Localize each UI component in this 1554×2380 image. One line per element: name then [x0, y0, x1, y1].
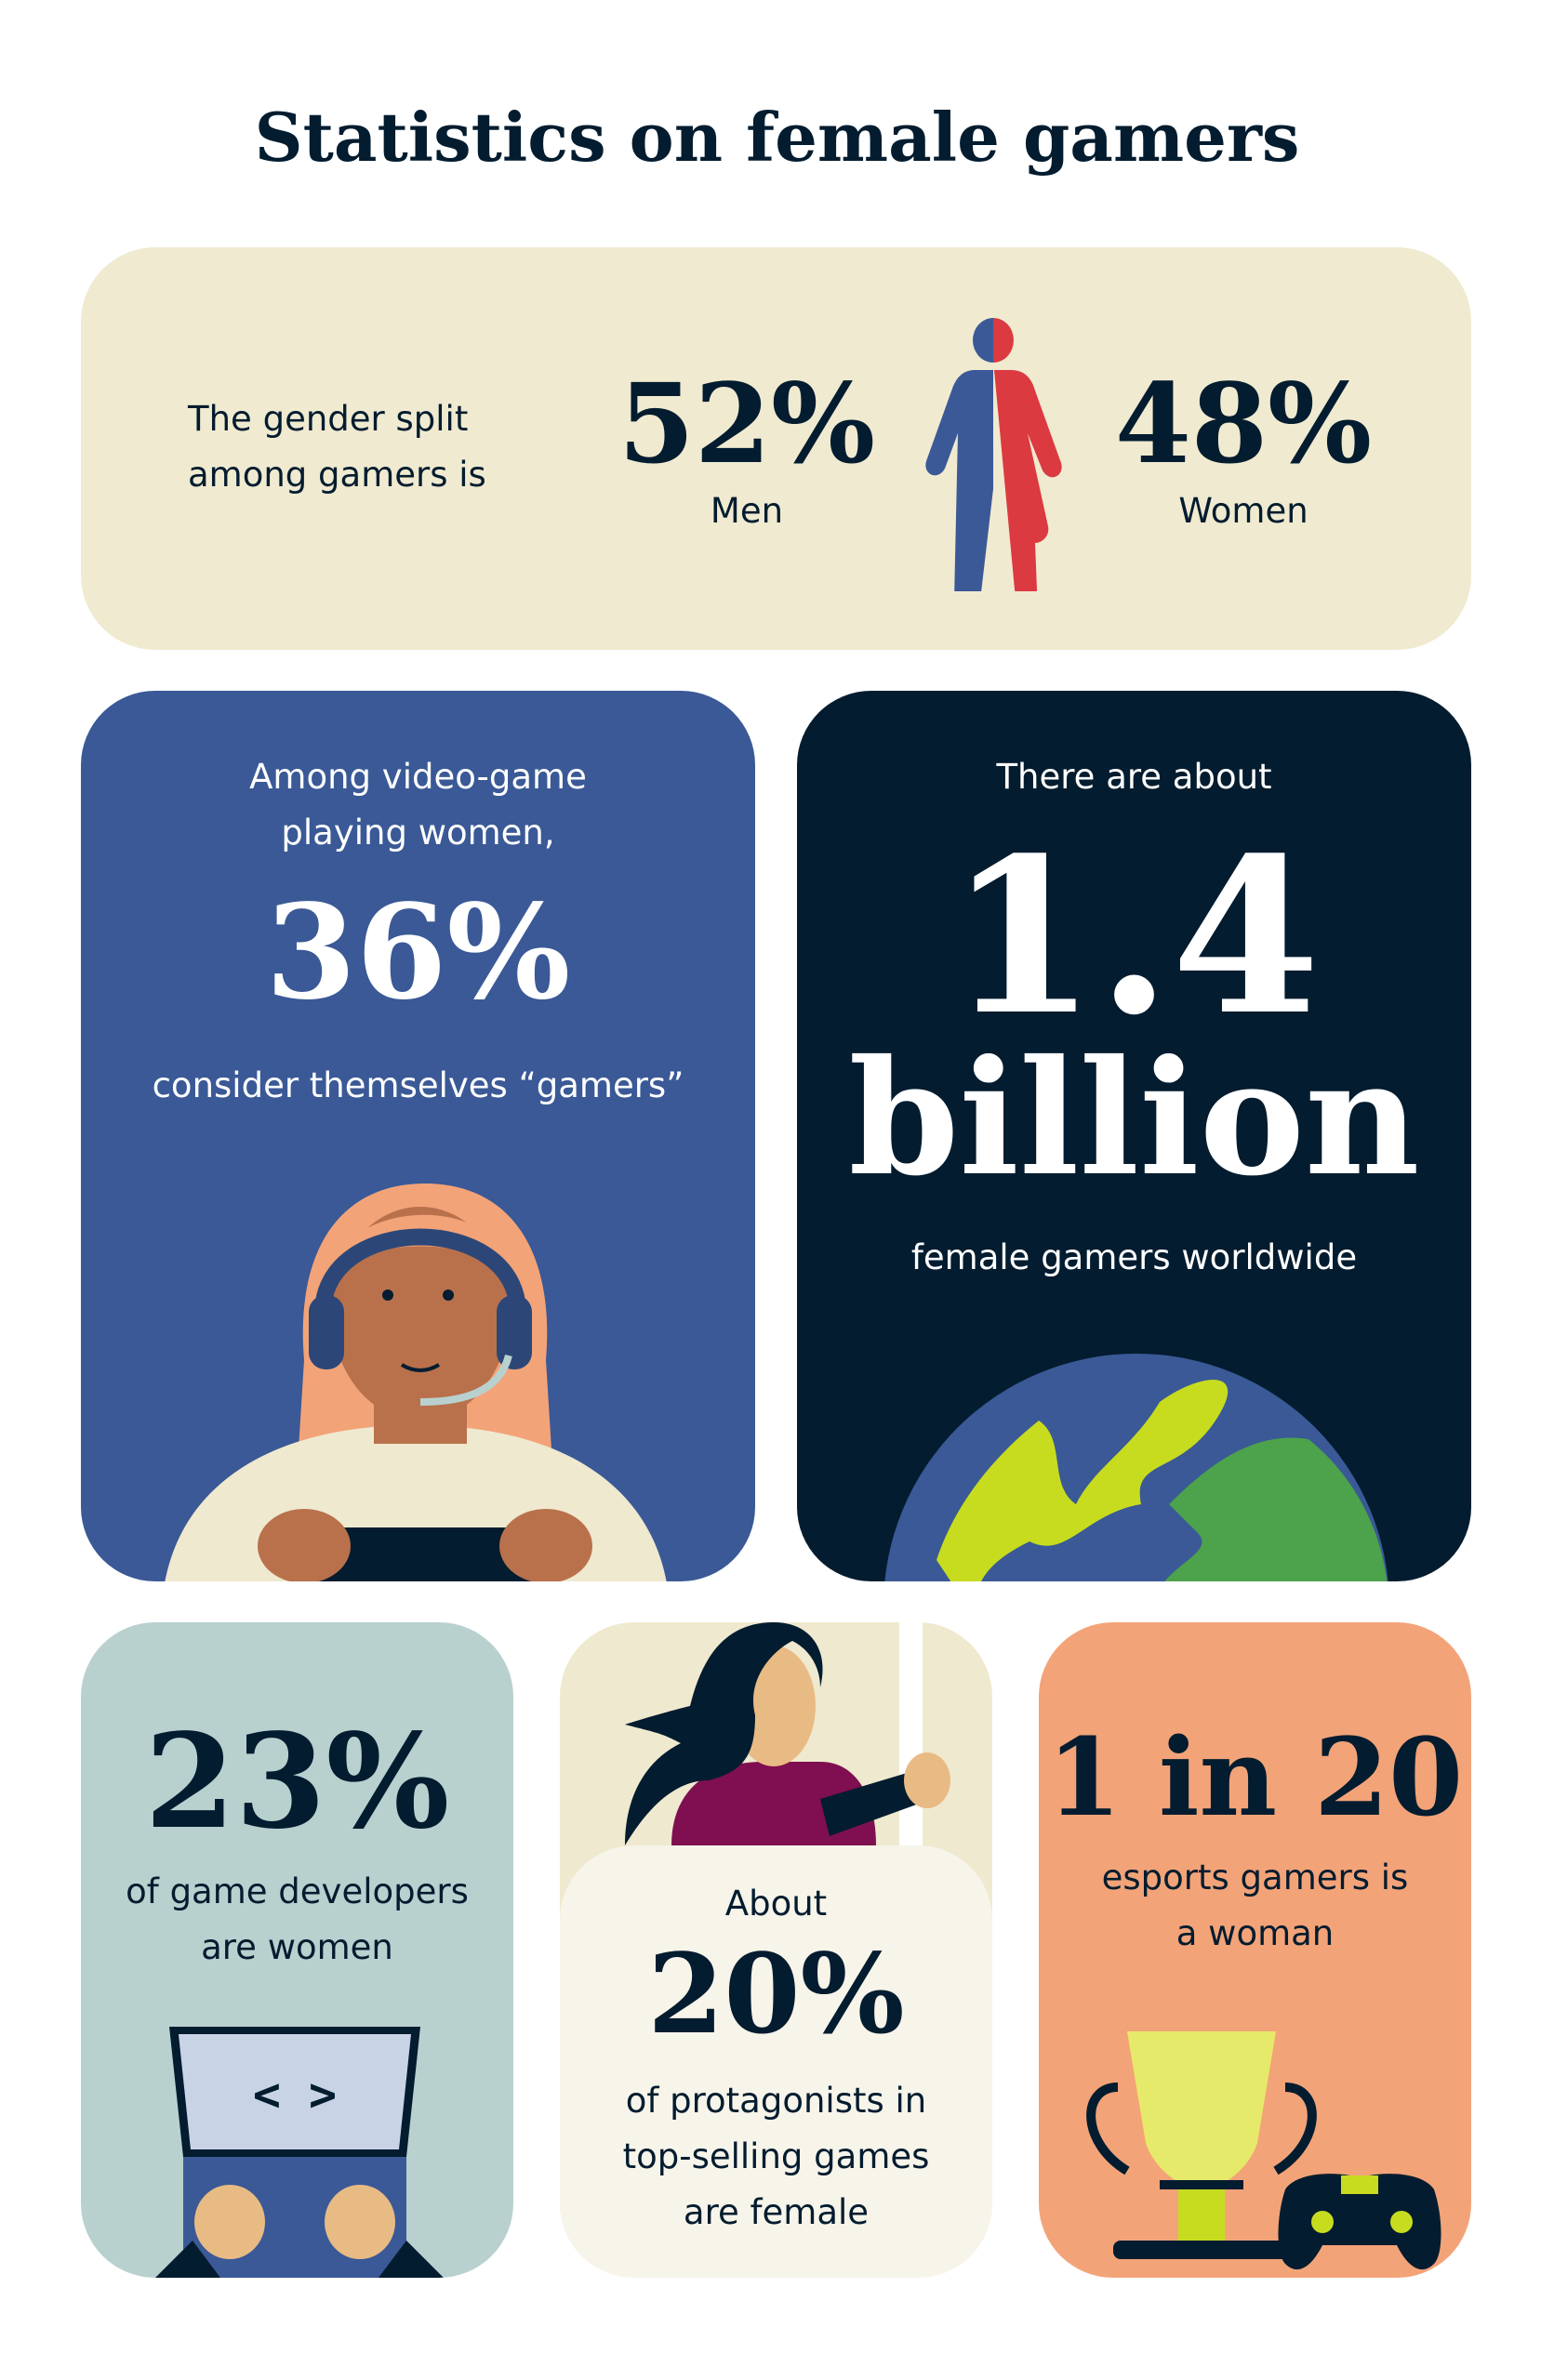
intro-line: The gender split — [188, 399, 469, 439]
caption-line: of protagonists in — [625, 2081, 927, 2121]
intro-line: among gamers is — [188, 455, 486, 495]
protagonists-card: About 20% of protagonists in top-selling… — [560, 1622, 992, 2278]
women-gamers-card: Among video-game playing women, 36% cons… — [81, 691, 755, 1581]
caption-line: esports gamers is — [1101, 1858, 1409, 1897]
esports-value: 1 in 20 — [1046, 1715, 1464, 1841]
half-man-half-woman-figure-icon — [925, 318, 1062, 591]
women-gamers-percentage: 36% — [265, 877, 571, 1029]
laptop-code-icon: < > — [155, 2027, 444, 2278]
esports-caption: esports gamers is a woman — [1039, 1850, 1471, 1962]
women-gamers-caption: consider themselves “gamers” — [152, 1065, 684, 1105]
intro-line: playing women, — [281, 813, 555, 853]
protagonists-caption: of protagonists in top-selling games are… — [560, 2073, 992, 2241]
men-percentage: 52% — [618, 359, 876, 488]
intro-line: Among video-game — [249, 757, 587, 797]
caption-line: of game developers — [126, 1871, 469, 1911]
gender-split-card: The gender split among gamers is 52% Men… — [81, 247, 1471, 650]
female-warrior-icon — [625, 1622, 950, 1845]
worldwide-card: There are about 1.4 billion female gamer… — [797, 691, 1471, 1581]
worldwide-intro: There are about — [996, 757, 1272, 797]
developers-percentage: 23% — [144, 1706, 450, 1858]
caption-line: are female — [683, 2192, 870, 2232]
women-gamers-intro: Among video-game playing women, — [81, 749, 755, 861]
worldwide-caption: female gamers worldwide — [910, 1237, 1358, 1277]
protagonists-intro: About — [724, 1884, 828, 1924]
caption-line: a woman — [1175, 1913, 1335, 1953]
esports-card: 1 in 20 esports gamers is a woman — [1039, 1622, 1471, 2278]
worldwide-unit: billion — [848, 1025, 1420, 1211]
developers-caption: of game developers are women — [81, 1864, 513, 1976]
gender-split-intro: The gender split among gamers is — [188, 391, 486, 503]
page-title: Statistics on female gamers — [254, 98, 1300, 177]
worldwide-value: 1.4 — [948, 812, 1321, 1063]
women-percentage: 48% — [1114, 359, 1373, 488]
svg-text:< >: < > — [253, 2068, 337, 2122]
men-label: Men — [710, 491, 784, 531]
protagonists-text-panel: About 20% of protagonists in top-selling… — [560, 1845, 992, 2278]
woman-with-headset-icon — [165, 1183, 667, 1581]
women-label: Women — [1178, 491, 1308, 531]
caption-line: top-selling games — [622, 2136, 930, 2176]
developers-card: 23% of game developers are women < > — [81, 1622, 513, 2278]
caption-line: are women — [201, 1927, 393, 1967]
protagonists-percentage: 20% — [647, 1929, 905, 2058]
globe-icon — [884, 1354, 1388, 1581]
trophy-and-gamepad-icon — [1086, 2031, 1441, 2270]
